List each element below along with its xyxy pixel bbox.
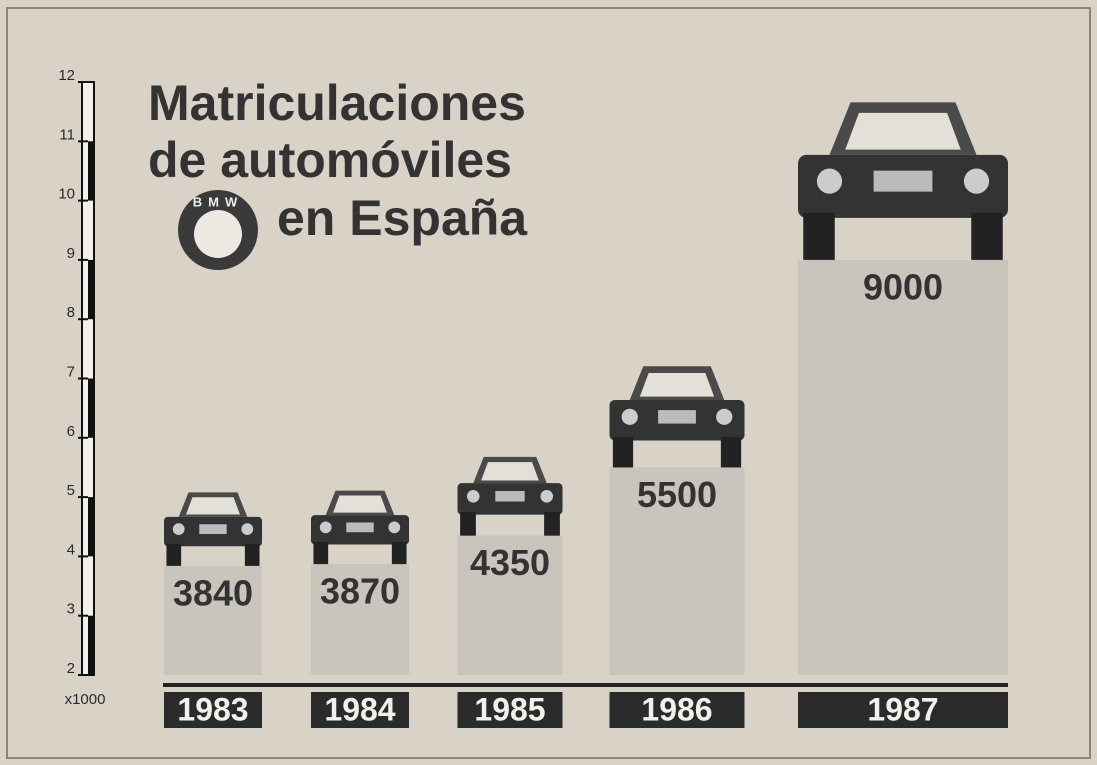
y-tick-label: 7 [67,363,75,380]
car-light [467,490,480,503]
car-wheel [613,437,633,467]
y-tick-label: 3 [67,601,75,618]
ruler-segment [88,379,94,438]
bar [798,260,1008,675]
car-wheel [313,542,328,564]
car-light [716,409,732,425]
logo-text: BMW [193,194,244,209]
car-wheel [166,544,181,566]
ruler-segment [88,616,94,675]
value-label: 5500 [637,474,717,515]
value-label: 3840 [173,572,253,613]
car-light [388,521,400,533]
y-axis-label: x1000 [65,691,106,708]
car-light [540,490,553,503]
y-tick-label: 6 [67,423,75,440]
x-tick-label: 1986 [641,691,712,727]
car-grille [199,524,226,534]
y-tick-label: 12 [58,67,75,84]
value-label: 3870 [320,571,400,612]
y-tick-label: 2 [67,660,75,677]
x-tick-label: 1984 [324,691,395,727]
ruler-segment [88,260,94,319]
car-wheel [803,213,835,260]
y-tick-label: 11 [59,126,75,143]
car-wheel [721,437,741,467]
chart: Matriculaciones de automóviles en España… [0,0,1097,765]
car-light [622,409,638,425]
car-light [241,523,253,535]
y-tick-label: 8 [67,304,75,321]
car-light [320,521,332,533]
car-window [640,373,714,397]
car-light [173,523,185,535]
x-tick-label: 1985 [474,691,545,727]
car-grille [346,522,373,532]
car-window [333,496,387,513]
car-wheel [971,213,1003,260]
title-line: Matriculaciones [148,75,526,131]
y-tick-label: 10 [58,186,75,203]
value-label: 4350 [470,542,550,583]
y-tick-label: 5 [67,482,75,499]
car-window [481,462,539,480]
ruler-segment [88,497,94,556]
y-tick-label: 4 [67,541,75,558]
car-light [817,169,842,194]
x-tick-label: 1983 [177,691,248,727]
title-line: en España [277,190,528,246]
car-window [845,113,961,150]
car-light [964,169,989,194]
car-wheel [460,512,476,536]
car-window [186,497,240,514]
car-grille [874,171,933,192]
x-tick-label: 1987 [867,691,938,727]
car-grille [658,410,696,424]
title-line: de automóviles [148,132,512,188]
ruler-segment [88,141,94,200]
y-tick-label: 9 [67,245,75,262]
car-wheel [544,512,560,536]
value-label: 9000 [863,266,943,307]
bmw-logo: BMW [178,190,258,270]
car-wheel [245,544,260,566]
car-wheel [392,542,407,564]
car-grille [495,491,524,502]
